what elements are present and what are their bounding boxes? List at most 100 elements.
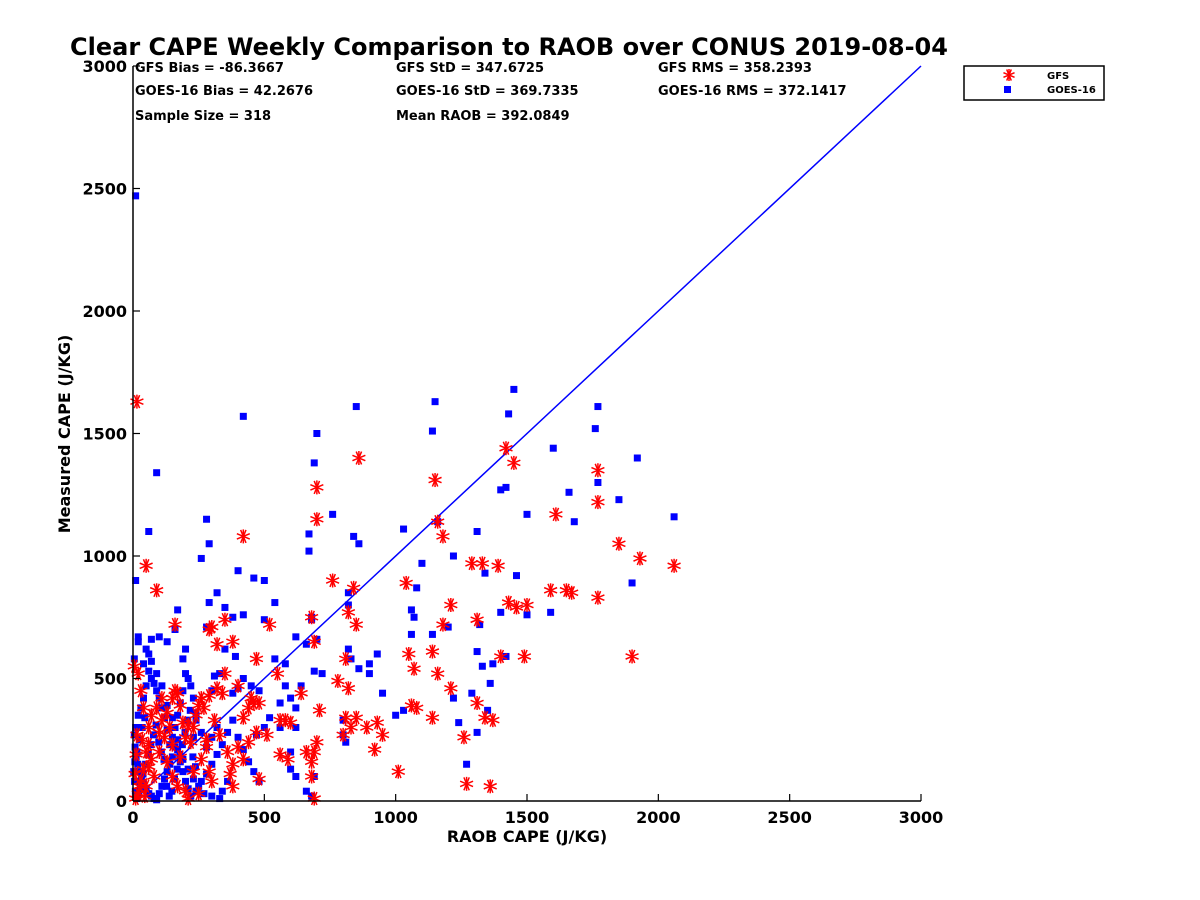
- stat-goes-rms: GOES-16 RMS = 372.1417: [658, 84, 847, 99]
- goes16-point: [512, 572, 520, 580]
- goes16-point: [174, 736, 182, 744]
- gfs-point: [178, 730, 193, 745]
- gfs-point: [501, 595, 516, 610]
- gfs-point: [173, 749, 188, 764]
- goes16-point: [234, 567, 242, 575]
- goes16-point: [131, 777, 139, 785]
- goes16-point: [179, 655, 187, 663]
- gfs-point: [241, 735, 256, 750]
- goes16-point: [163, 701, 171, 709]
- y-axis-label: Measured CAPE (J/KG): [55, 335, 74, 534]
- goes16-point: [463, 760, 471, 768]
- gfs-point: [470, 612, 484, 627]
- gfs-point: [310, 735, 324, 750]
- gfs-point: [212, 727, 227, 742]
- goes16-point: [302, 640, 310, 648]
- goes16-point: [158, 704, 166, 712]
- x-tick-label: 1500: [505, 808, 550, 827]
- goes16-point: [184, 785, 192, 793]
- goes16-point: [297, 682, 305, 690]
- goes16-point: [150, 679, 158, 687]
- gfs-point: [160, 705, 174, 720]
- gfs-point: [160, 754, 174, 769]
- gfs-point: [236, 752, 251, 767]
- goes16-point: [313, 635, 321, 643]
- goes16-point: [134, 711, 142, 719]
- gfs-point: [341, 605, 356, 620]
- goes16-point: [565, 488, 573, 496]
- goes16-point: [182, 670, 190, 678]
- goes16-point: [497, 486, 505, 494]
- goes16-point: [147, 675, 155, 682]
- gfs-point: [236, 529, 251, 544]
- stat-mean-raob: Mean RAOB = 392.0849: [396, 109, 570, 124]
- gfs-point: [304, 769, 319, 784]
- goes16-point: [497, 608, 505, 616]
- goes16-point: [365, 670, 373, 678]
- goes16-point: [131, 743, 139, 751]
- gfs-point: [142, 720, 156, 735]
- gfs-point: [493, 649, 508, 664]
- goes16-point: [174, 711, 182, 719]
- goes16-point: [468, 689, 476, 697]
- goes16-point: [350, 532, 358, 540]
- goes16-point: [400, 706, 408, 714]
- gfs-point: [205, 774, 219, 789]
- gfs-point: [163, 720, 177, 735]
- gfs-point: [249, 651, 264, 666]
- goes16-point: [292, 633, 300, 641]
- legend: GFS GOES-16: [963, 65, 1105, 101]
- legend-gfs-asterisk: [1003, 69, 1015, 81]
- goes16-point: [187, 792, 195, 800]
- goes16-point: [168, 753, 176, 761]
- legend-marker-goes: [1004, 86, 1011, 93]
- goes16-point: [221, 645, 229, 653]
- goes16-point: [287, 694, 295, 702]
- goes16-point: [478, 662, 486, 670]
- goes16-point: [134, 638, 142, 646]
- goes16-point: [287, 765, 295, 773]
- gfs-point: [633, 551, 647, 566]
- goes16-point: [229, 689, 237, 697]
- gfs-point: [218, 612, 232, 627]
- gfs-point: [307, 634, 321, 649]
- goes16-point: [431, 398, 439, 406]
- gfs-point: [299, 745, 314, 759]
- goes16-point: [628, 579, 636, 587]
- goes16-point: [305, 547, 313, 555]
- y-axis-ticks: 0 500 1000 1500 2000 2500 3000: [82, 57, 140, 811]
- legend-label-goes: GOES-16: [1047, 85, 1096, 96]
- goes16-point: [189, 753, 197, 761]
- goes16-point: [186, 706, 194, 714]
- gfs-point: [667, 558, 681, 573]
- goes16-point: [355, 540, 363, 548]
- gfs-point: [367, 742, 382, 757]
- goes16-point: [523, 510, 531, 518]
- one-to-one-line: [132, 65, 922, 802]
- goes16-point: [344, 601, 352, 609]
- gfs-point: [341, 681, 356, 696]
- stat-gfs-bias: GFS Bias = -86.3667: [135, 61, 284, 76]
- gfs-point: [470, 696, 484, 710]
- goes16-point: [302, 787, 310, 795]
- gfs-point: [129, 747, 143, 762]
- gfs-point: [370, 715, 385, 730]
- gfs-point: [444, 598, 458, 612]
- gfs-point: [236, 710, 251, 725]
- goes16-point: [165, 792, 173, 800]
- goes16-point: [213, 589, 221, 597]
- gfs-point: [168, 617, 182, 632]
- goes16-point: [216, 670, 224, 678]
- goes16-point: [486, 679, 494, 687]
- goes16-point: [174, 606, 182, 614]
- goes16-point: [168, 787, 176, 795]
- goes16-point: [305, 530, 313, 538]
- goes16-point: [239, 412, 247, 420]
- goes16-point: [413, 584, 421, 592]
- goes16-point: [155, 738, 163, 746]
- gfs-point: [491, 558, 505, 573]
- gfs-point: [252, 771, 266, 786]
- x-tick-label: 3000: [899, 808, 944, 827]
- stats-block: GFS Bias = -86.3667 GFS StD = 347.6725 G…: [135, 61, 847, 124]
- goes16-point: [505, 410, 513, 418]
